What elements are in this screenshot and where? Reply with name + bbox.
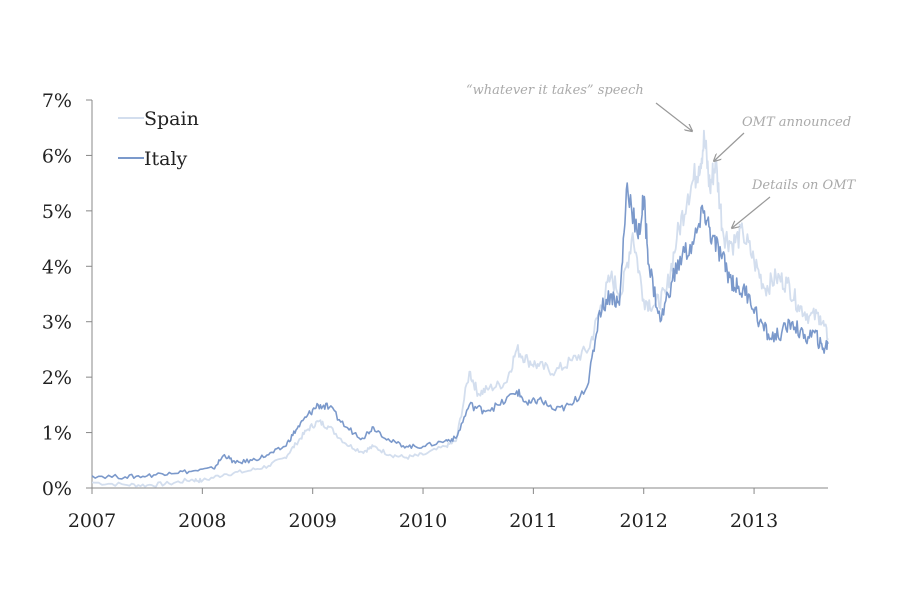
x-tick-label: 2009 [289, 510, 337, 532]
annotation-label: Details on OMT [751, 178, 857, 193]
annotation-arrow [714, 132, 745, 161]
y-tick-label: 5% [42, 201, 72, 223]
x-tick-label: 2012 [620, 510, 668, 532]
legend-label-spain: Spain [144, 108, 199, 130]
y-tick-label: 6% [42, 145, 72, 167]
y-tick-label: 3% [42, 312, 72, 334]
series-line-spain [91, 129, 829, 488]
y-tick-label: 1% [42, 423, 72, 445]
x-tick-label: 2013 [730, 510, 778, 532]
y-tick-label: 2% [42, 367, 72, 389]
annotation-label: “whatever it takes” speech [466, 83, 644, 98]
y-tick-label: 0% [42, 478, 72, 500]
x-tick-label: 2008 [178, 510, 226, 532]
annotation-arrow [732, 196, 771, 228]
x-tick-label: 2011 [509, 510, 557, 532]
annotation-label: OMT announced [742, 115, 851, 130]
y-tick-label: 4% [42, 256, 72, 278]
legend-label-italy: Italy [144, 148, 188, 170]
annotation-arrow [655, 102, 692, 131]
x-tick-label: 2007 [68, 510, 116, 532]
y-tick-label: 7% [42, 90, 72, 112]
x-tick-label: 2010 [399, 510, 447, 532]
series-line-italy [91, 182, 829, 480]
